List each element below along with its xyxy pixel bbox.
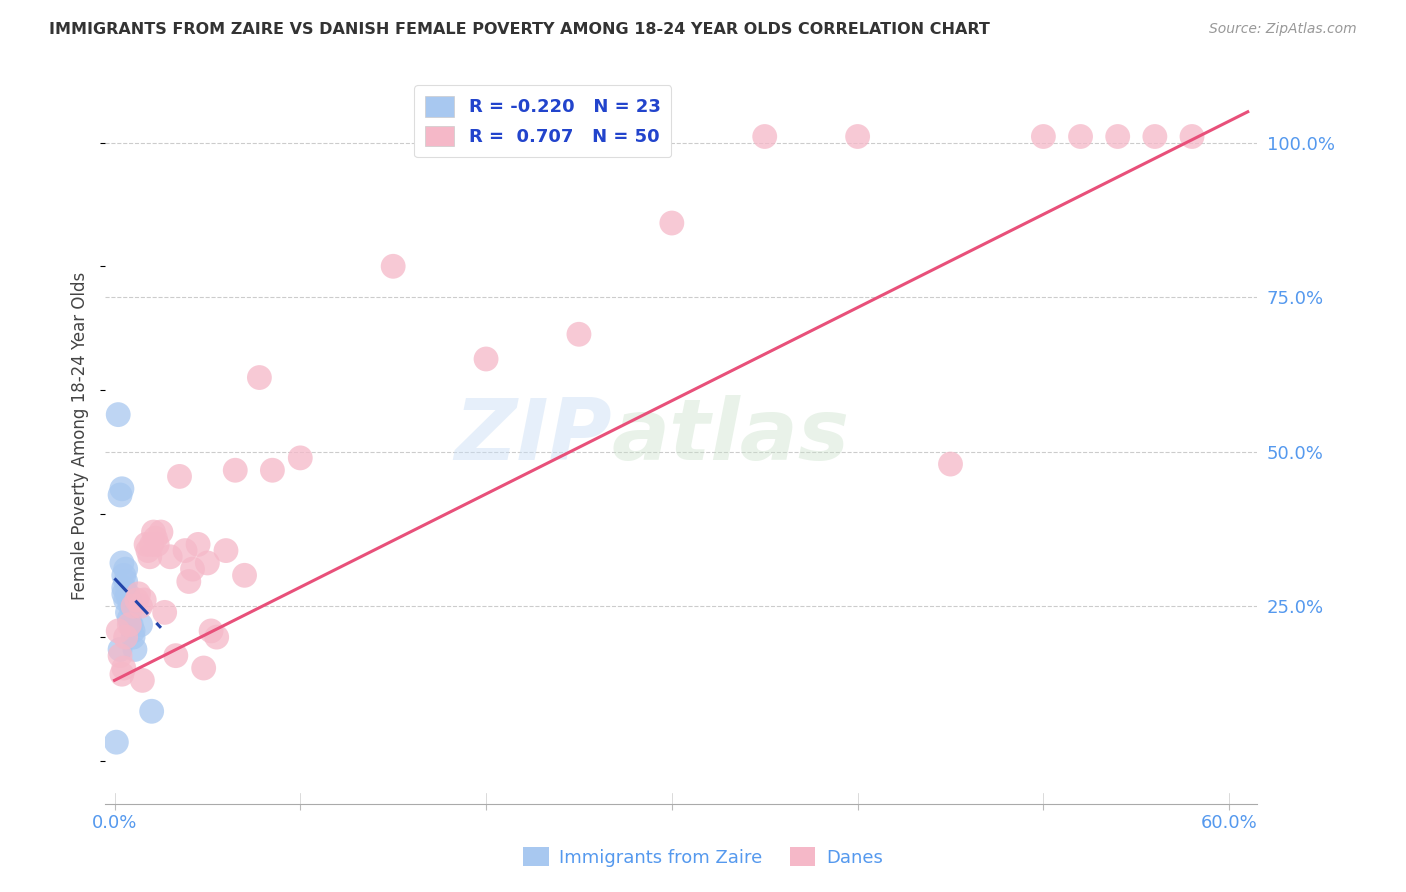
Point xyxy=(114,574,136,589)
Point xyxy=(1070,129,1092,144)
Point xyxy=(141,537,163,551)
Point xyxy=(136,543,159,558)
Point xyxy=(939,457,962,471)
Point xyxy=(145,531,167,545)
Point xyxy=(112,581,135,595)
Point xyxy=(187,537,209,551)
Point xyxy=(249,370,271,384)
Point xyxy=(661,216,683,230)
Point xyxy=(142,524,165,539)
Point xyxy=(215,543,238,558)
Point xyxy=(118,617,141,632)
Point xyxy=(112,568,135,582)
Point xyxy=(114,593,136,607)
Point xyxy=(233,568,256,582)
Point xyxy=(754,129,776,144)
Point xyxy=(197,556,219,570)
Point xyxy=(1181,129,1204,144)
Point xyxy=(131,673,153,688)
Point xyxy=(146,537,169,551)
Point xyxy=(128,587,150,601)
Point xyxy=(153,606,176,620)
Point xyxy=(382,260,405,274)
Text: Source: ZipAtlas.com: Source: ZipAtlas.com xyxy=(1209,22,1357,37)
Y-axis label: Female Poverty Among 18-24 Year Olds: Female Poverty Among 18-24 Year Olds xyxy=(72,272,89,600)
Text: ZIP: ZIP xyxy=(454,395,612,478)
Point xyxy=(122,630,145,644)
Point xyxy=(159,549,181,564)
Point xyxy=(111,556,134,570)
Point xyxy=(114,562,136,576)
Point xyxy=(122,624,145,638)
Point xyxy=(177,574,200,589)
Point xyxy=(118,611,141,625)
Point xyxy=(134,593,156,607)
Point xyxy=(475,351,498,366)
Point xyxy=(120,599,142,614)
Point xyxy=(141,704,163,718)
Point xyxy=(107,408,129,422)
Point xyxy=(117,587,139,601)
Point xyxy=(290,450,312,465)
Point xyxy=(108,642,131,657)
Point xyxy=(174,543,197,558)
Point xyxy=(129,617,152,632)
Point xyxy=(568,327,591,342)
Point xyxy=(112,587,135,601)
Point xyxy=(125,593,148,607)
Point xyxy=(105,735,128,749)
Point xyxy=(1143,129,1166,144)
Point xyxy=(1107,129,1129,144)
Point xyxy=(114,630,136,644)
Legend: R = -0.220   N = 23, R =  0.707   N = 50: R = -0.220 N = 23, R = 0.707 N = 50 xyxy=(415,85,671,157)
Text: IMMIGRANTS FROM ZAIRE VS DANISH FEMALE POVERTY AMONG 18-24 YEAR OLDS CORRELATION: IMMIGRANTS FROM ZAIRE VS DANISH FEMALE P… xyxy=(49,22,990,37)
Point xyxy=(117,606,139,620)
Point xyxy=(165,648,187,663)
Point xyxy=(181,562,204,576)
Point xyxy=(107,624,129,638)
Point xyxy=(169,469,191,483)
Point xyxy=(118,593,141,607)
Point xyxy=(149,524,172,539)
Point xyxy=(122,599,145,614)
Text: atlas: atlas xyxy=(612,395,851,478)
Point xyxy=(846,129,869,144)
Point xyxy=(120,617,142,632)
Point xyxy=(108,648,131,663)
Point xyxy=(112,661,135,675)
Point xyxy=(200,624,222,638)
Point xyxy=(108,488,131,502)
Legend: Immigrants from Zaire, Danes: Immigrants from Zaire, Danes xyxy=(516,840,890,874)
Point xyxy=(262,463,284,477)
Point xyxy=(129,599,152,614)
Point xyxy=(124,642,146,657)
Point xyxy=(135,537,157,551)
Point xyxy=(139,549,162,564)
Point xyxy=(111,667,134,681)
Point xyxy=(111,482,134,496)
Point xyxy=(205,630,228,644)
Point xyxy=(1032,129,1054,144)
Point xyxy=(193,661,215,675)
Point xyxy=(224,463,246,477)
